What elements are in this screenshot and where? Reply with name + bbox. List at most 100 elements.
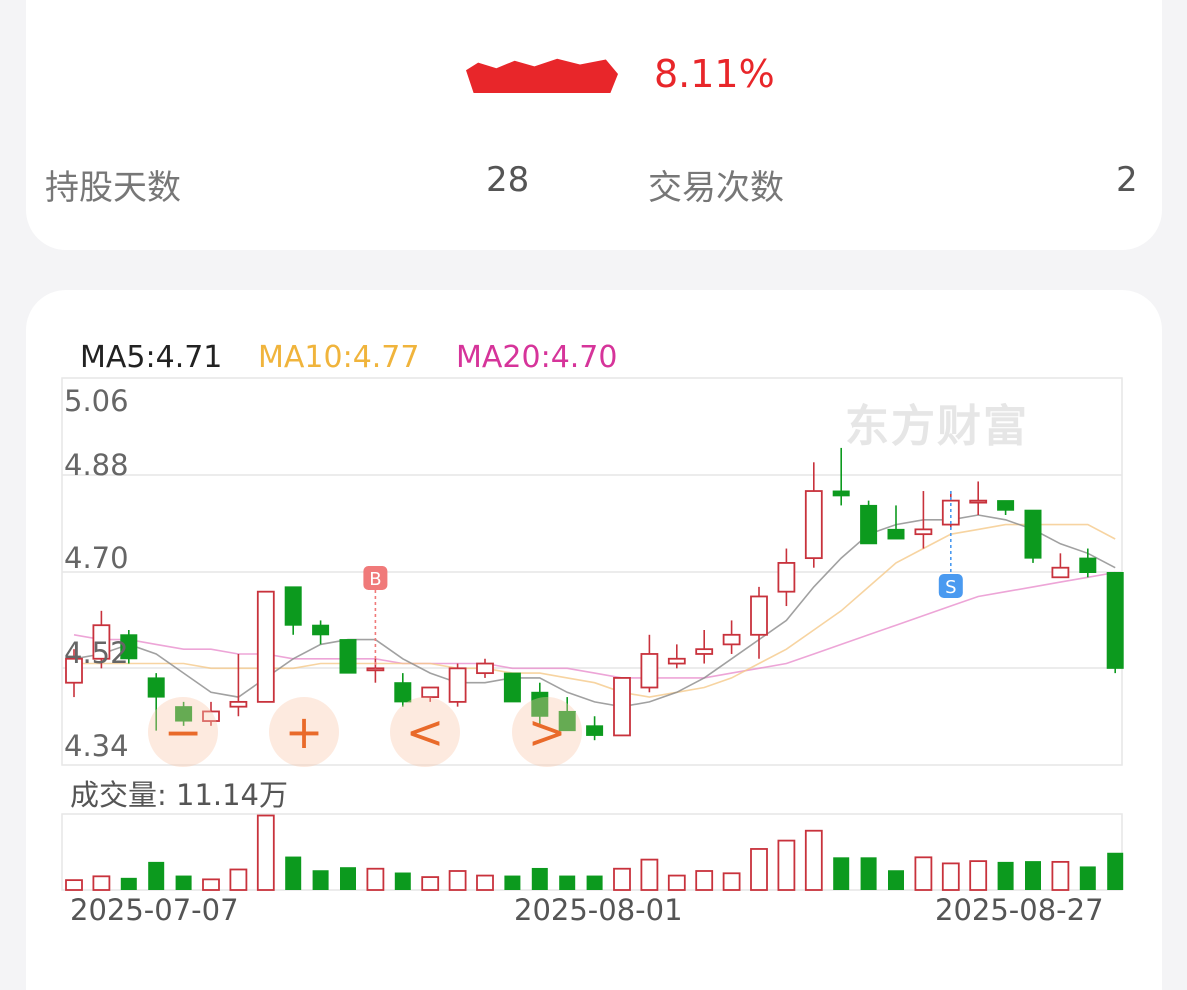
x-tick-label: 2025-07-07 — [70, 893, 239, 927]
ma20-line — [73, 571, 1116, 679]
sell-marker-text: S — [945, 577, 956, 598]
volume-bar-down — [1025, 861, 1041, 890]
x-tick-label: 2025-08-01 — [514, 893, 683, 927]
volume-bar-down — [833, 857, 850, 890]
volume-bar-up — [476, 874, 494, 891]
eastmoney-watermark: 东方财富 — [845, 401, 1029, 452]
profit-percent: 8.11% — [654, 52, 775, 96]
scroll-left-button[interactable]: < — [390, 697, 460, 767]
buy-marker-badge — [363, 566, 388, 590]
ma20-legend: MA20:4.70 — [456, 340, 618, 375]
trade-count-label: 交易次数 — [648, 168, 784, 208]
volume-bar-up — [969, 860, 988, 891]
candle-body-up — [366, 667, 385, 672]
candle-body-up — [914, 528, 933, 536]
candle-body-down — [503, 672, 521, 703]
candle-body-down — [1106, 572, 1124, 669]
candle-body-up — [92, 624, 111, 660]
volume-bar-up — [914, 856, 933, 891]
volume-bar-down — [175, 875, 192, 890]
candle-body-up — [777, 562, 796, 593]
volume-bar-down — [394, 872, 411, 890]
candle-body-up — [695, 648, 714, 655]
ma10-line — [74, 523, 1116, 698]
candle-body-down — [997, 500, 1015, 511]
candle-body-down — [1024, 509, 1042, 559]
volume-bar-up — [448, 870, 467, 891]
volume-bar-down — [1107, 852, 1124, 890]
volume-bar-down — [312, 870, 329, 890]
candle-body-up — [667, 657, 686, 665]
candle-body-down — [586, 725, 604, 736]
volume-bar-up — [695, 870, 714, 891]
candle-body-down — [860, 504, 878, 545]
candle-body-down — [120, 634, 138, 660]
volume-bar-down — [1079, 866, 1096, 890]
volume-bar-up — [640, 858, 659, 891]
volume-bar-down — [997, 861, 1014, 890]
volume-bar-up — [256, 814, 275, 891]
zoom-out-button[interactable]: − — [148, 697, 218, 767]
zoom-in-button[interactable]: + — [269, 697, 339, 767]
candle-body-down — [312, 624, 330, 636]
candle-body-up — [65, 657, 83, 684]
candle-body-up — [640, 653, 659, 689]
candle-body-down — [531, 691, 549, 717]
candle-body-up — [1051, 566, 1070, 579]
volume-bar-down — [860, 857, 877, 890]
x-tick-label: 2025-08-27 — [935, 893, 1104, 927]
hold-days-label: 持股天数 — [45, 168, 181, 208]
volume-bar-up — [65, 879, 83, 891]
candle-body-up — [229, 700, 248, 708]
y-tick-label: 4.52 — [64, 636, 129, 670]
volume-bar-up — [750, 848, 768, 891]
candle-body-up — [969, 499, 988, 504]
candle-body-down — [832, 490, 850, 497]
volume-bar-down — [120, 877, 137, 890]
candle-body-up — [256, 590, 275, 703]
volume-bar-up — [202, 878, 220, 891]
candle-body-up — [613, 677, 631, 737]
volume-bar-down — [148, 861, 165, 890]
volume-bar-down — [531, 867, 548, 890]
candle-body-down — [394, 682, 412, 703]
candle-body-up — [941, 499, 960, 526]
volume-label: 成交量: 11.14万 — [70, 778, 289, 812]
volume-bar-up — [366, 867, 385, 891]
volume-bar-up — [229, 868, 248, 891]
volume-bar-down — [340, 867, 356, 890]
candle-body-up — [722, 633, 741, 646]
ma10-legend: MA10:4.77 — [258, 340, 420, 375]
volume-bar-up — [667, 874, 686, 891]
volume-bar-down — [888, 870, 904, 890]
volume-bar-down — [504, 875, 521, 890]
volume-bar-up — [613, 867, 631, 891]
candle-body-down — [558, 710, 576, 732]
candle-body-down — [284, 586, 302, 626]
volume-bar-up — [777, 839, 796, 891]
summary-card: 8.11% 持股天数 28 交易次数 2 — [26, 0, 1162, 250]
volume-bar-up — [804, 829, 823, 891]
y-tick-label: 4.88 — [64, 448, 129, 482]
buy-marker-text: B — [369, 569, 381, 590]
volume-bar-down — [559, 875, 576, 890]
y-tick-label: 5.06 — [64, 384, 129, 418]
volume-bar-up — [722, 872, 741, 891]
volume-bar-down — [586, 875, 603, 890]
candle-body-down — [339, 639, 357, 674]
y-tick-label: 4.34 — [64, 729, 129, 763]
candle-body-up — [448, 667, 467, 703]
candle-body-down — [887, 528, 905, 540]
volume-bar-up — [941, 862, 960, 891]
ma5-legend: MA5:4.71 — [80, 340, 223, 375]
candle-body-down — [1079, 557, 1097, 573]
volume-bar-down — [285, 856, 302, 890]
ma5-line — [73, 514, 1116, 708]
volume-bar-up — [92, 875, 111, 891]
volume-bar-up — [421, 876, 440, 891]
candle-body-down — [147, 677, 165, 698]
scroll-right-button[interactable]: > — [512, 697, 582, 767]
candle-body-down — [175, 706, 193, 722]
y-tick-label: 4.70 — [64, 541, 129, 575]
